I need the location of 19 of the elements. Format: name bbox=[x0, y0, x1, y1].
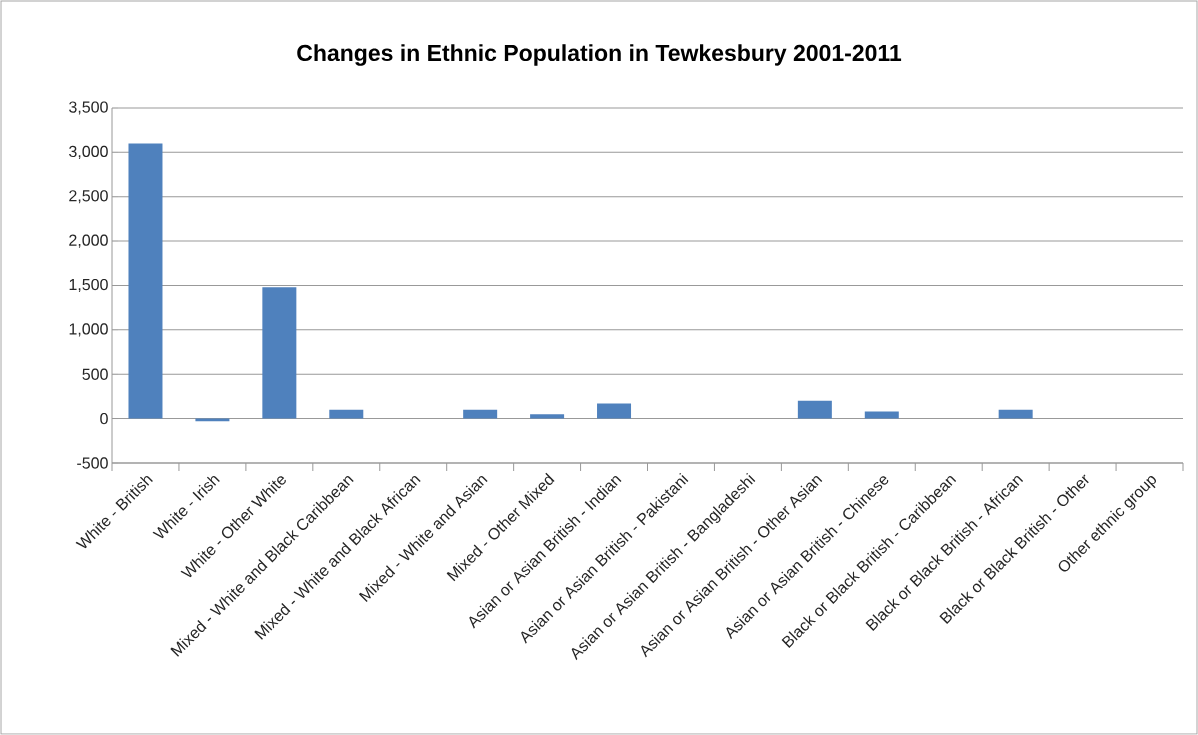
bar bbox=[463, 409, 498, 419]
chart-title: Changes in Ethnic Population in Tewkesbury 2001-2011 bbox=[297, 44, 902, 66]
bar bbox=[530, 414, 565, 419]
y-tick-label: 3,500 bbox=[69, 101, 108, 115]
y-tick-label: 3,000 bbox=[69, 145, 108, 159]
bar bbox=[329, 409, 364, 419]
y-tick-label: 1,000 bbox=[69, 323, 108, 337]
y-tick-label: 2,500 bbox=[69, 190, 108, 204]
bar bbox=[597, 403, 632, 419]
y-tick-label: 2,000 bbox=[69, 234, 108, 248]
y-tick-label: -500 bbox=[77, 457, 108, 469]
bar bbox=[998, 409, 1033, 419]
y-tick-label: 1,500 bbox=[69, 278, 108, 293]
y-tick-label: 500 bbox=[82, 368, 108, 380]
bar bbox=[262, 287, 297, 419]
bar bbox=[864, 411, 899, 419]
bar bbox=[128, 143, 163, 419]
y-tick-label: 0 bbox=[100, 412, 108, 425]
bar bbox=[797, 400, 832, 419]
